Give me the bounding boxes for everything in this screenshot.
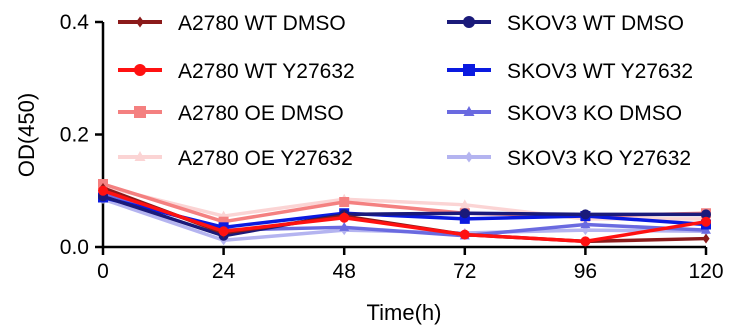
legend-swatch-marker — [136, 16, 144, 28]
data-point — [580, 209, 591, 220]
data-point — [702, 233, 710, 244]
series-4 — [98, 191, 711, 241]
legend-label: A2780 WT Y27632 — [178, 60, 355, 83]
legend-swatch-marker — [463, 16, 475, 28]
x-tick-label: 24 — [212, 260, 236, 283]
legend-label: SKOV3 KO Y27632 — [507, 147, 691, 170]
x-axis-label: Time(h) — [367, 300, 442, 325]
data-point — [580, 219, 591, 229]
legend-swatch-marker — [134, 64, 146, 76]
y-tick-label: 0.0 — [60, 236, 89, 259]
x-tick-label: 0 — [97, 260, 109, 283]
legend-swatch-marker — [465, 151, 473, 163]
legend-item: SKOV3 KO Y27632 — [447, 147, 691, 170]
legend-swatch-marker — [463, 106, 475, 116]
legend-label: SKOV3 KO DMSO — [507, 102, 682, 125]
ticks: 0 24 48 72 96 120 0.0 0.2 0.4 — [60, 11, 724, 283]
legend-item: A2780 OE DMSO — [118, 102, 344, 125]
legend-label: A2780 OE Y27632 — [178, 147, 353, 170]
x-tick-label: 96 — [574, 260, 597, 283]
legend-swatch-marker — [134, 151, 146, 161]
series-line — [102, 195, 707, 230]
y-tick-label: 0.4 — [60, 11, 90, 34]
x-tick-label: 48 — [333, 260, 356, 283]
y-axis-label: OD(450) — [14, 93, 39, 177]
legend-item: A2780 WT Y27632 — [118, 60, 355, 83]
data-point — [339, 212, 350, 223]
data-point — [339, 197, 350, 207]
data-point — [581, 225, 589, 236]
legend-swatch-marker — [463, 64, 475, 76]
series-line — [102, 194, 706, 238]
legend-item: A2780 WT DMSO — [118, 12, 346, 35]
series-1 — [98, 185, 711, 247]
x-tick-label: 120 — [688, 260, 723, 283]
series-line — [102, 189, 707, 244]
legend: A2780 WT DMSO A2780 WT Y27632 A2780 OE DMS… — [118, 12, 693, 170]
series-layer — [98, 179, 711, 247]
legend-label: A2780 OE DMSO — [178, 102, 344, 125]
data-point — [580, 236, 591, 247]
legend-item: SKOV3 WT DMSO — [447, 12, 684, 35]
data-point — [218, 226, 229, 237]
legend-label: SKOV3 WT DMSO — [507, 12, 684, 35]
legend-item: A2780 OE Y27632 — [118, 147, 353, 170]
legend-item: SKOV3 WT Y27632 — [447, 60, 693, 83]
data-point — [218, 216, 229, 227]
data-point — [459, 229, 470, 240]
legend-label: SKOV3 WT Y27632 — [507, 60, 693, 83]
legend-item: SKOV3 KO DMSO — [447, 102, 682, 125]
data-point — [701, 216, 711, 227]
x-tick-label: 72 — [453, 260, 476, 283]
data-point — [339, 221, 350, 231]
data-point — [459, 213, 470, 224]
data-point — [701, 209, 711, 220]
y-tick-label: 0.2 — [60, 124, 89, 147]
data-point — [459, 199, 470, 209]
legend-label: A2780 WT DMSO — [178, 12, 346, 35]
data-point — [98, 185, 108, 196]
data-point — [459, 208, 470, 219]
legend-swatch-marker — [134, 106, 146, 118]
